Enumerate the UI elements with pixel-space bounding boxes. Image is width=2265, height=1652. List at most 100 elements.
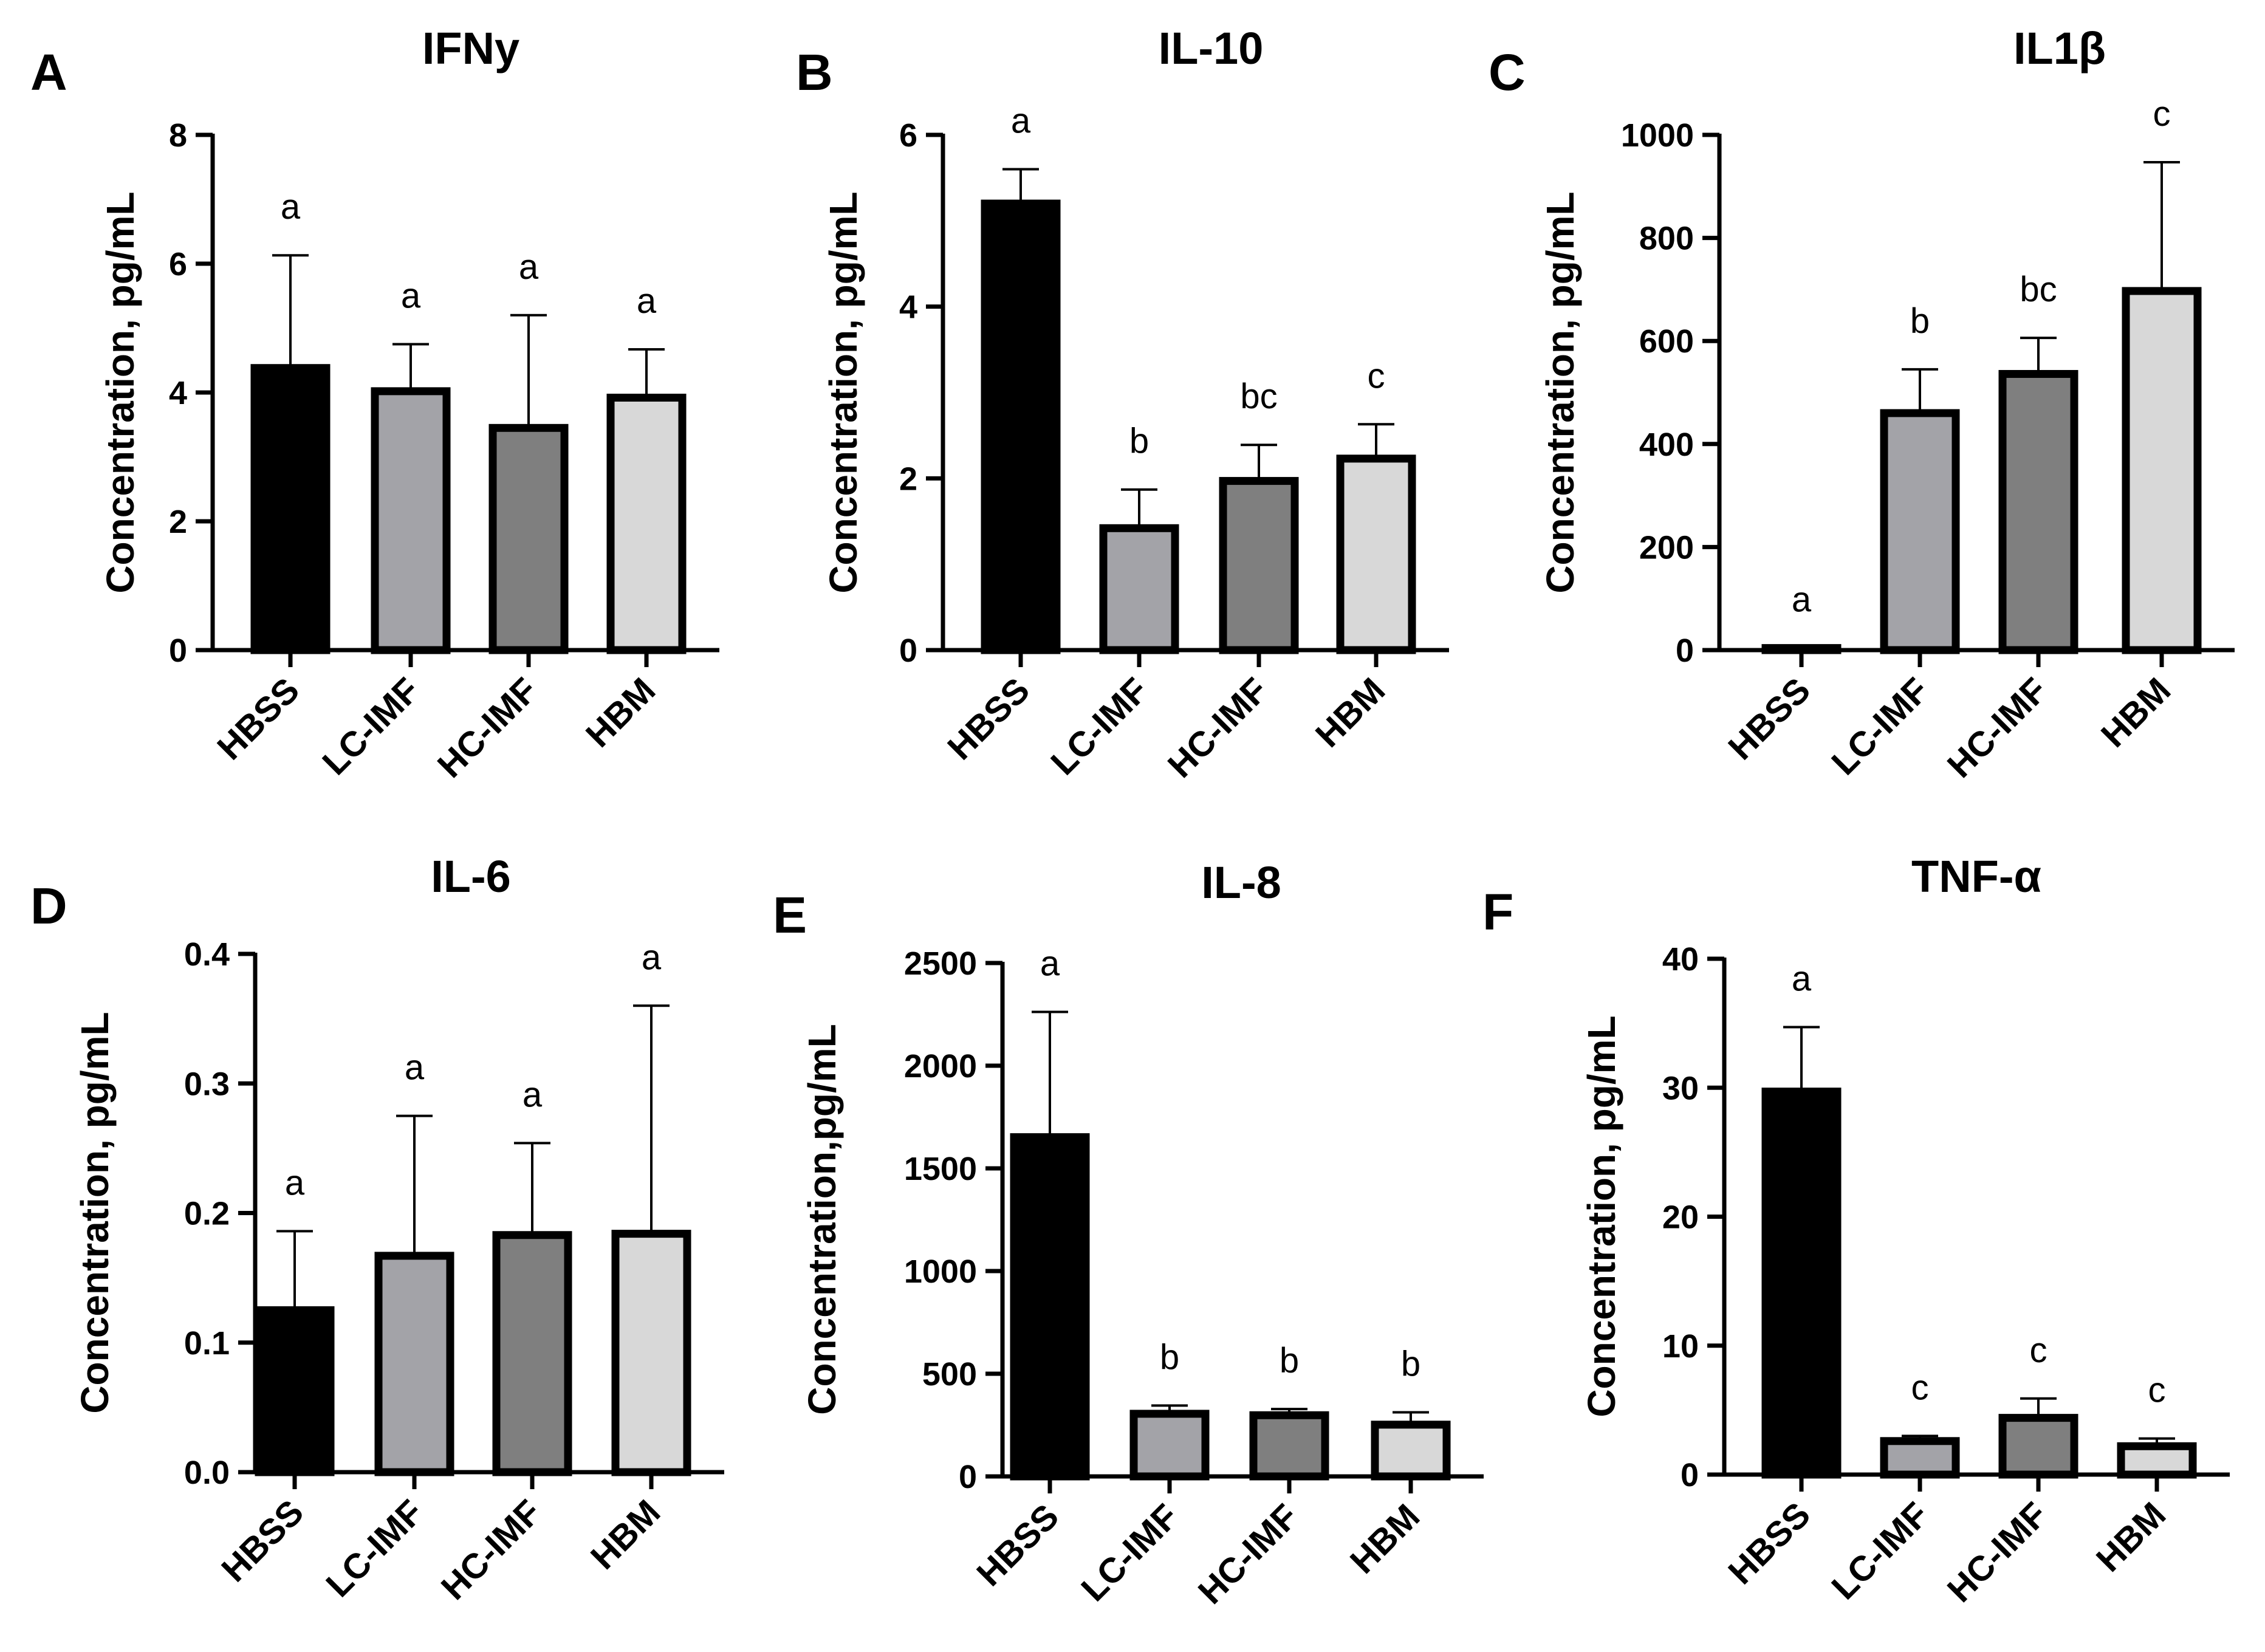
chart-panel-a: A IFNy Concentration, pg/mL a a a a 0 2 4 6 8 HBSS LC… [30,23,719,786]
significance-letter-lc-imf: b [1910,301,1930,341]
bar-hc-imf [1998,369,2078,654]
bar-hbss [255,1306,335,1476]
y-tick-label: 1000 [1621,117,1694,154]
x-tick-label-hbss: HBSS [969,1496,1066,1594]
significance-letter-hbm: c [2148,1371,2166,1410]
y-axis-label: Concentration, pg/mL [98,191,142,593]
bar-lc-imf [374,1252,454,1476]
significance-letter-lc-imf: b [1129,422,1149,461]
x-tick-label-lc-imf: LC-IMF [1043,670,1156,783]
y-tick-label: 200 [1639,529,1694,566]
y-tick-label: 0 [1681,1457,1699,1493]
x-tick-label-hbss: HBSS [1721,1495,1818,1592]
y-tick-label: 2000 [904,1048,977,1085]
chart-title: IL1β [2013,23,2106,74]
x-tick-label-hbss: HBSS [214,1492,311,1589]
y-tick-label: 0.0 [184,1455,230,1491]
y-axis-label: Concentration, pg/mL [821,191,865,593]
y-tick-label: 0 [959,1459,977,1495]
x-tick-label-hc-imf: HC-IMF [430,670,545,785]
bar-hbss [250,364,331,654]
significance-letter-hbss: a [1040,944,1060,983]
y-tick-label: 2500 [904,945,977,982]
chart-title: IL-8 [1201,857,1281,908]
bar-hbm [606,393,687,654]
y-tick-label: 6 [899,117,917,154]
bar-hc-imf [488,423,569,654]
x-tick-label-hbm: HBM [2094,670,2178,755]
significance-letter-hbm: c [2153,94,2171,134]
y-tick-label: 20 [1662,1199,1699,1236]
significance-letter-hbss: a [285,1163,305,1202]
x-tick-label-hc-imf: HC-IMF [1940,1495,2055,1609]
y-tick-label: 0 [169,632,187,669]
y-tick-label: 10 [1662,1328,1699,1365]
bar-hbss [1010,1133,1090,1481]
x-tick-label-lc-imf: LC-IMF [1824,1495,1936,1607]
bar-hbm [1371,1421,1451,1481]
x-tick-label-hbm: HBM [1308,670,1393,755]
panel-label: A [30,44,67,101]
chart-title: IL-10 [1159,23,1264,74]
panel-label: E [773,886,807,944]
bar-hc-imf [1249,1411,1329,1481]
significance-letter-lc-imf: c [1911,1368,1929,1407]
x-tick-label-hbm: HBM [583,1492,668,1577]
significance-letter-hbm: b [1401,1345,1420,1384]
x-tick-label-hbss: HBSS [940,670,1037,767]
y-tick-label: 30 [1662,1070,1699,1106]
bar-hbm [1336,454,1416,654]
bar-lc-imf [1880,409,1960,654]
chart-title: IFNy [422,23,519,74]
x-tick-label-hbss: HBSS [1721,670,1818,767]
y-tick-label: 0.4 [184,936,230,973]
chart-panel-d: D IL-6 Concentration, pg/mL a a a a 0.0 0.1 0.2 0.… [30,851,724,1608]
x-tick-label-hc-imf: HC-IMF [434,1492,549,1607]
x-tick-label-hbm: HBM [578,670,663,755]
bar-lc-imf [1880,1437,1960,1479]
significance-letter-lc-imf: a [405,1048,425,1088]
y-tick-label: 600 [1639,323,1694,360]
panel-label: F [1482,883,1513,941]
x-tick-label-lc-imf: LC-IMF [1824,670,1936,783]
y-axis-label: Concentration, pg/mL [1538,191,1582,593]
y-tick-label: 500 [922,1356,977,1393]
significance-letter-hbm: a [642,937,662,977]
x-tick-label-lc-imf: LC-IMF [1074,1496,1186,1609]
bar-hc-imf [1998,1414,2078,1479]
y-tick-label: 800 [1639,221,1694,257]
x-tick-label-lc-imf: LC-IMF [315,670,427,783]
x-tick-label-lc-imf: LC-IMF [318,1492,431,1605]
chart-panel-c: C IL1β Concentration, pg/mL a b bc c 0 200 400 600… [1489,23,2235,786]
chart-panel-f: F TNF-α Concentration, pg/mL a c c c 0 10 20 30 40 H… [1482,851,2230,1610]
bar-hbm [611,1230,691,1476]
chart-panel-b: B IL-10 Concentration, pg/mL a b bc c 0 2 4 6 HBSS L… [796,23,1449,786]
y-tick-label: 6 [169,246,187,283]
chart-panel-e: E IL-8 Concentration,pg/mL a b b b 0 500 1000 1500… [773,857,1484,1612]
y-tick-label: 0 [1676,632,1694,669]
significance-letter-hbss: a [1011,101,1031,141]
x-tick-label-hbm: HBM [1343,1496,1427,1581]
significance-letter-hbm: c [1368,356,1385,396]
significance-letter-hbm: a [637,281,657,321]
x-tick-label-hc-imf: HC-IMF [1940,670,2055,785]
y-tick-label: 0.3 [184,1066,230,1102]
significance-letter-hc-imf: a [519,247,539,287]
y-tick-label: 2 [899,461,917,497]
y-tick-label: 4 [169,375,187,411]
bar-lc-imf [1129,1410,1210,1481]
bar-lc-imf [371,387,451,654]
significance-letter-lc-imf: a [401,276,421,316]
significance-letter-hbss: a [281,187,301,227]
bar-hc-imf [492,1231,572,1476]
bar-hbm [2117,1442,2197,1479]
bar-lc-imf [1099,524,1179,654]
panel-label: D [30,877,67,934]
chart-title: TNF-α [1911,851,2041,902]
x-tick-label-hbm: HBM [2089,1495,2173,1579]
significance-letter-lc-imf: b [1160,1337,1179,1377]
y-axis-label: Concentration,pg/mL [800,1024,844,1415]
significance-letter-hc-imf: bc [2020,270,2057,309]
bar-hc-imf [1219,477,1299,654]
